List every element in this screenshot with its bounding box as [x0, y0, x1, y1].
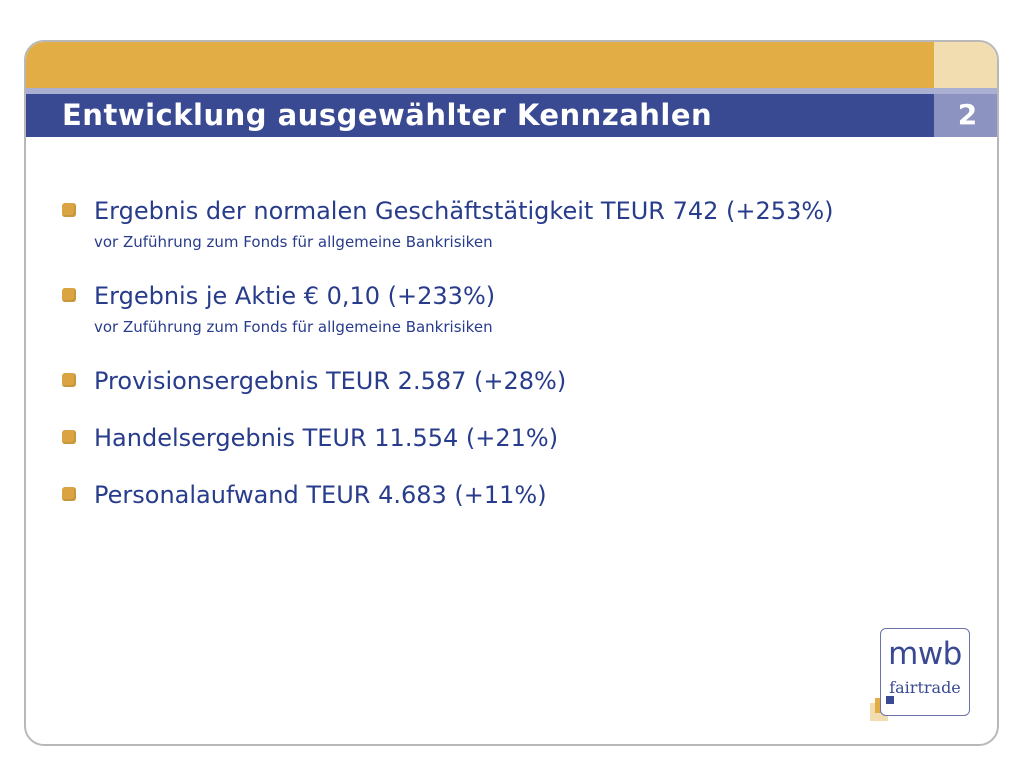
bullet-text: Provisionsergebnis TEUR 2.587 (+28%): [94, 367, 567, 395]
logo-square-navy: [886, 696, 894, 704]
bullet-subtext: vor Zuführung zum Fonds für allgemeine B…: [94, 318, 493, 336]
bullet-marker-icon: [62, 203, 76, 217]
mwb-fairtrade-logo: mwb fairtrade: [870, 628, 972, 728]
bullet-text: Ergebnis je Aktie € 0,10 (+233%): [94, 282, 496, 310]
header-divider-strip: [26, 88, 997, 94]
bullet-text: Personalaufwand TEUR 4.683 (+11%): [94, 481, 547, 509]
logo-frame: [880, 628, 970, 716]
slide-frame: Entwicklung ausgewählter Kennzahlen 2 Er…: [24, 40, 999, 746]
page-number: 2: [957, 98, 978, 131]
bullet-text: Handelsergebnis TEUR 11.554 (+21%): [94, 424, 559, 452]
bullet-marker-icon: [62, 373, 76, 387]
logo-wordmark: mwb: [888, 636, 962, 672]
page-number-block: [934, 94, 997, 137]
header-gold-band: [26, 42, 934, 88]
slide-title: Entwicklung ausgewählter Kennzahlen: [62, 98, 713, 132]
bullet-marker-icon: [62, 288, 76, 302]
bullet-marker-icon: [62, 487, 76, 501]
logo-tagline: fairtrade: [889, 678, 961, 697]
bullet-text: Ergebnis der normalen Geschäftstätigkeit…: [94, 197, 834, 225]
bullet-subtext: vor Zuführung zum Fonds für allgemeine B…: [94, 233, 493, 251]
header-title-band: [26, 94, 934, 137]
header-gold-light-block: [934, 42, 997, 88]
bullet-marker-icon: [62, 430, 76, 444]
